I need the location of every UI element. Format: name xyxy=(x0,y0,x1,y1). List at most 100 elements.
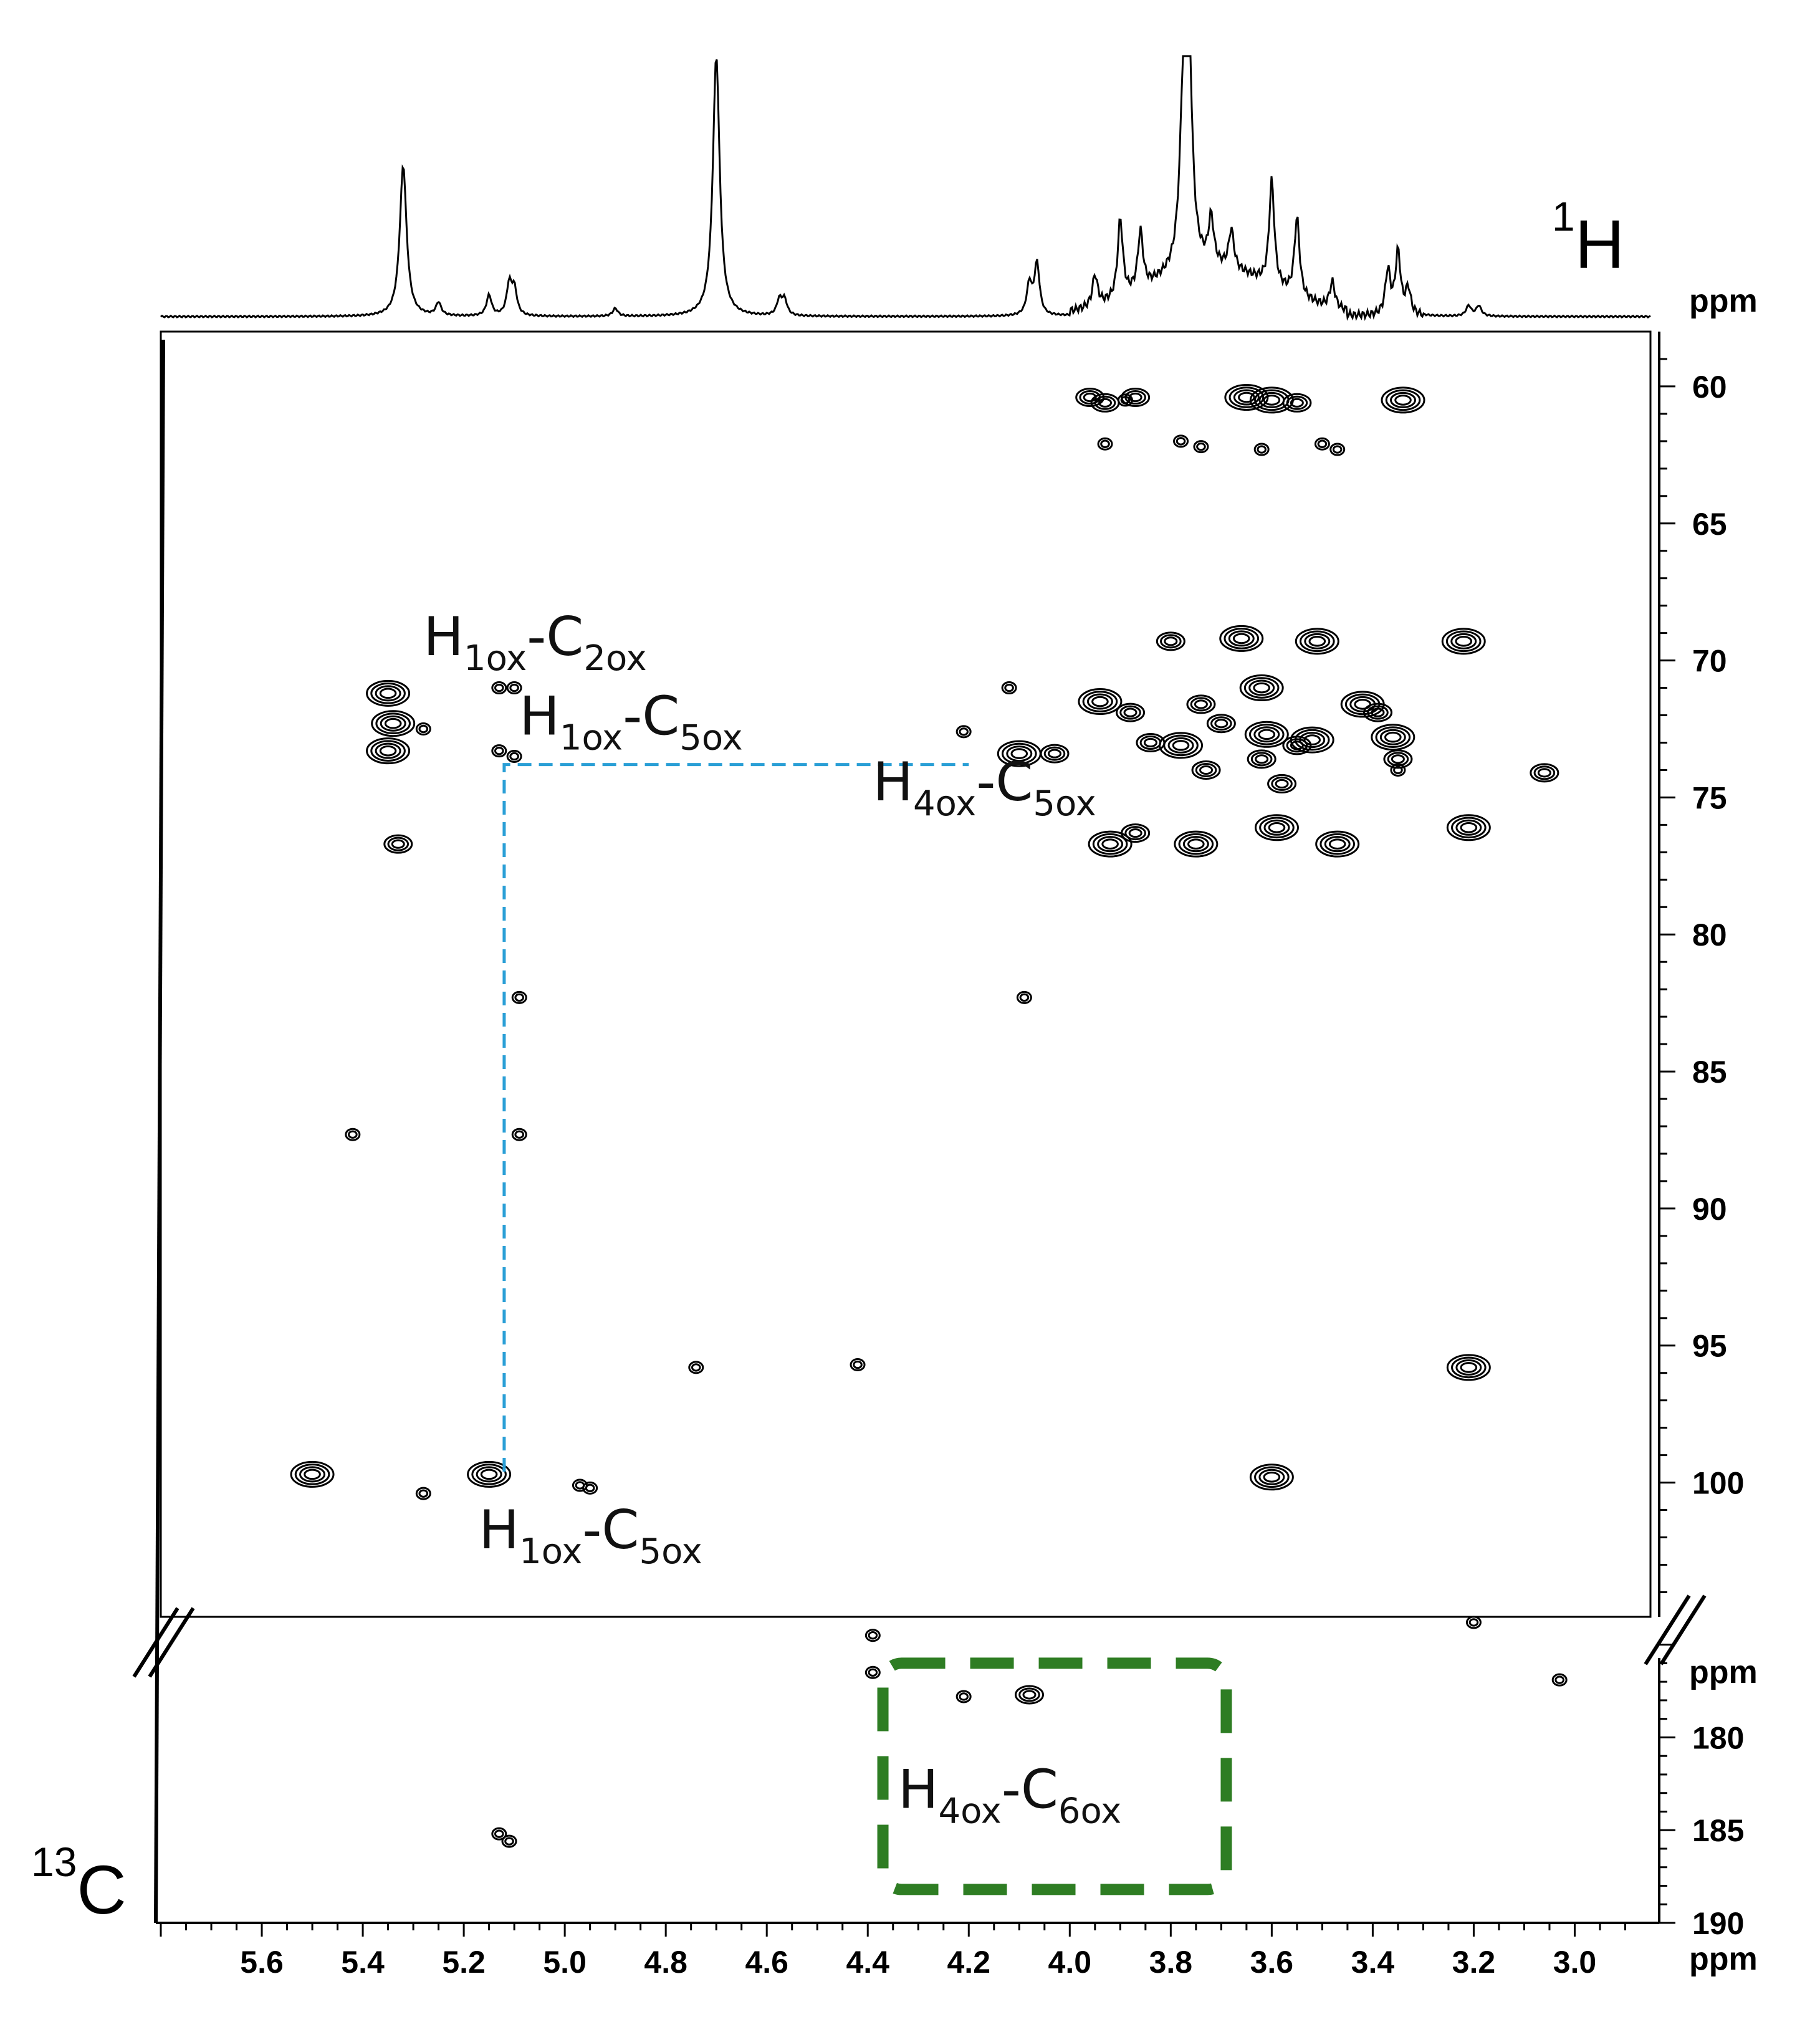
cross-peak xyxy=(1224,384,1269,411)
carbon-nucleus-label: 13C xyxy=(31,1839,127,1928)
y-tick-label: 75 xyxy=(1692,780,1727,815)
cross-peak xyxy=(506,749,522,763)
cross-peak xyxy=(415,722,431,736)
cross-peak xyxy=(1253,443,1270,456)
cross-peak xyxy=(1193,440,1209,454)
cross-peak xyxy=(383,834,413,854)
cross-peak xyxy=(1206,714,1236,734)
cross-peak xyxy=(1530,763,1559,783)
x-tick-label: 3.4 xyxy=(1351,1945,1395,1980)
cross-peak xyxy=(1156,631,1185,651)
x-tick-label: 3.8 xyxy=(1149,1945,1193,1980)
x-tick-label: 5.2 xyxy=(442,1945,486,1980)
left-axis-break-marks xyxy=(132,1607,195,1678)
cross-peak xyxy=(290,1460,335,1488)
cross-peak xyxy=(1267,774,1297,793)
x-tick-label: 5.4 xyxy=(341,1945,385,1980)
cross-peak xyxy=(1247,749,1276,769)
x-tick-label: 3.6 xyxy=(1250,1945,1294,1980)
y-tick-label: 85 xyxy=(1692,1055,1727,1090)
cross-peak xyxy=(1040,744,1070,764)
cross-peak xyxy=(956,1690,972,1703)
cross-peak xyxy=(865,1629,881,1642)
right-axis-break-marks xyxy=(1644,1594,1707,1665)
cross-peak xyxy=(1016,990,1032,1004)
carbon-mass-number: 13 xyxy=(31,1839,77,1885)
cross-peak xyxy=(366,737,411,765)
x-tick-label: 5.0 xyxy=(543,1945,587,1980)
cross-peak xyxy=(1244,721,1289,748)
cross-peaks-layer xyxy=(290,384,1568,1848)
proton-mass-number: 1 xyxy=(1552,193,1575,239)
cross-peak xyxy=(506,681,522,695)
cross-peak xyxy=(1159,732,1204,759)
x-tick-label: 4.6 xyxy=(745,1945,788,1980)
peak-annotation: H4ox-C5ox xyxy=(873,751,1096,824)
y-tick-label: 100 xyxy=(1692,1466,1744,1501)
cross-peak xyxy=(1315,830,1360,858)
cross-peak xyxy=(1254,814,1299,841)
cross-peak xyxy=(1290,726,1334,754)
cross-peak xyxy=(1465,1616,1482,1629)
y-tick-label: 190 xyxy=(1692,1906,1744,1941)
y-tick-label: 180 xyxy=(1692,1720,1744,1755)
cross-peak xyxy=(491,681,507,695)
cross-peak xyxy=(1121,823,1151,843)
peak-annotation: H4ox-C6ox xyxy=(898,1759,1121,1832)
cross-peak xyxy=(1295,628,1339,655)
highlight-box-dashed xyxy=(877,1657,1232,1895)
cross-peak xyxy=(1174,830,1219,858)
x-tick-label: 5.6 xyxy=(240,1945,284,1980)
x-tick-label: 4.4 xyxy=(846,1945,889,1980)
correlation-connector-dashed xyxy=(502,763,969,1472)
y-tick-label: 95 xyxy=(1692,1329,1727,1364)
y-tick-label: 90 xyxy=(1692,1192,1727,1227)
cross-peak xyxy=(1381,386,1425,414)
annotations-layer: H1ox-C2oxH1ox-C5oxH4ox-C5oxH1ox-C5oxH4ox… xyxy=(423,606,1121,1832)
cross-peak xyxy=(1314,437,1330,451)
cross-peak xyxy=(1239,674,1284,702)
cross-peak xyxy=(491,1827,507,1841)
cross-peak xyxy=(1551,1673,1568,1687)
y-tick-label: 80 xyxy=(1692,917,1727,952)
y-tick-label: 65 xyxy=(1692,507,1727,542)
cross-peak xyxy=(511,1128,527,1141)
top-ppm-label: ppm xyxy=(1689,283,1758,319)
cross-peak xyxy=(501,1834,517,1848)
cross-peak xyxy=(511,990,527,1004)
cross-peak xyxy=(1097,437,1113,451)
x-axis-ticks: 5.6 5.4 5.2 5.0 4.8 4.6 4.4 4.2 4.0 3.8 3.6 3.4 3.2 3… xyxy=(160,1923,1626,1980)
y-axis-upper-ticks: 60 65 70 75 80 85 90 95 100 xyxy=(1659,358,1744,1593)
cross-peak xyxy=(582,1481,598,1495)
peak-annotation: H1ox-C2ox xyxy=(423,606,646,679)
lower-panel-ppm-label: ppm xyxy=(1689,1654,1758,1690)
peak-annotation: H1ox-C5ox xyxy=(479,1499,702,1572)
cross-peak xyxy=(1383,749,1413,769)
cross-peak xyxy=(1191,760,1221,780)
cross-peak xyxy=(1090,393,1120,413)
left-axis-line xyxy=(154,339,165,1924)
x-tick-label: 3.0 xyxy=(1553,1945,1597,1980)
peak-annotation: H1ox-C5ox xyxy=(519,685,742,758)
cross-peak xyxy=(1249,1464,1294,1491)
proton-symbol: H xyxy=(1575,206,1624,283)
carbon-symbol: C xyxy=(77,1852,126,1928)
cross-peak xyxy=(688,1361,704,1374)
cross-peak xyxy=(1371,724,1415,751)
cross-peak xyxy=(1282,393,1312,413)
proton-nucleus-label: 1H xyxy=(1552,193,1624,283)
cross-peak xyxy=(415,1487,431,1500)
cross-peak xyxy=(1446,814,1491,841)
x-tick-label: 4.8 xyxy=(644,1945,687,1980)
y-tick-label: 185 xyxy=(1692,1813,1744,1848)
y-tick-label: 70 xyxy=(1692,644,1727,679)
cross-peak xyxy=(1186,694,1216,714)
cross-peak xyxy=(1390,763,1406,777)
bottom-ppm-label: ppm xyxy=(1689,1941,1758,1977)
cross-peak xyxy=(850,1358,866,1372)
cross-peak xyxy=(1173,434,1189,448)
cross-peak xyxy=(865,1665,881,1679)
cross-peak xyxy=(1219,625,1264,652)
cross-peak xyxy=(1078,688,1123,716)
